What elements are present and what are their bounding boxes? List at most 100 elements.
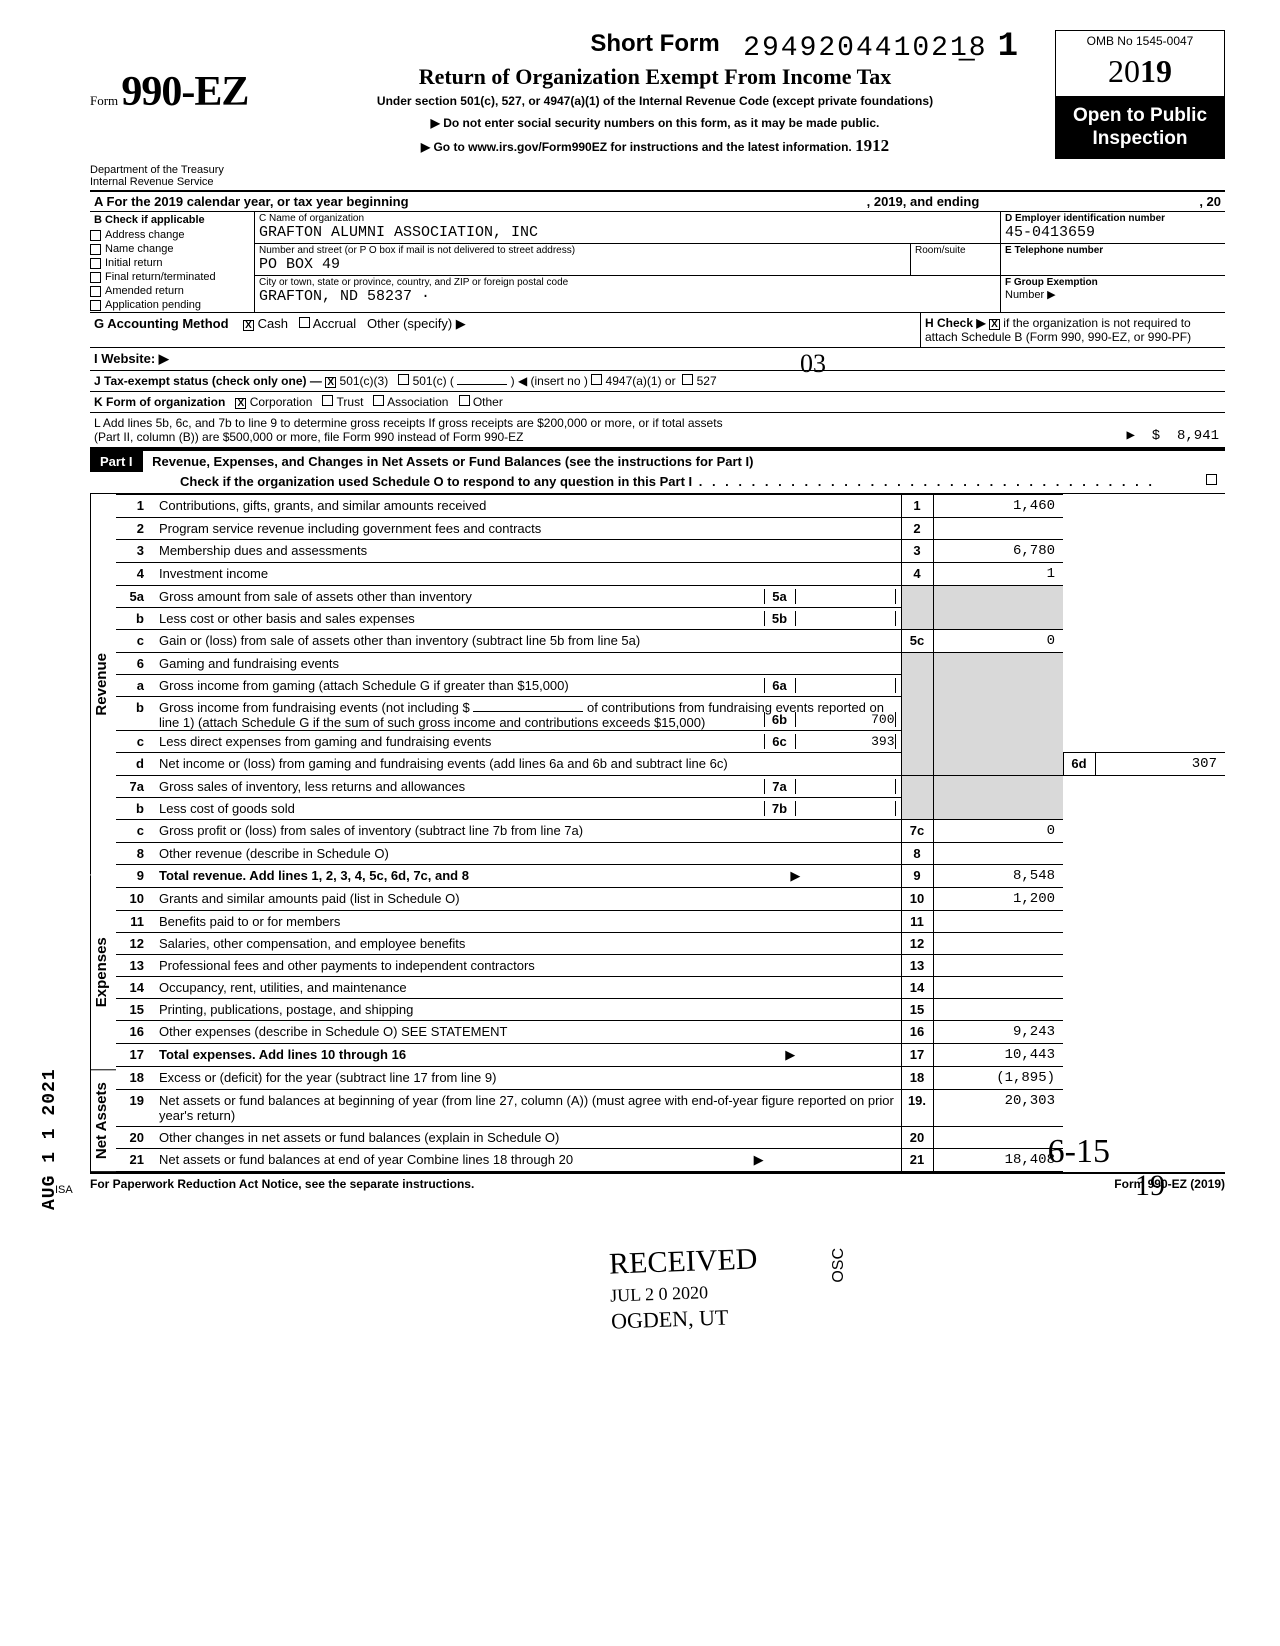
line-5a-desc: Gross amount from sale of assets other t… — [159, 589, 764, 604]
line-18-desc: Excess or (deficit) for the year (subtra… — [154, 1067, 901, 1090]
line-6c-amt: 393 — [796, 734, 896, 749]
line-10-desc: Grants and similar amounts paid (list in… — [154, 888, 901, 911]
date-stamp-rotated: AUG 1 1 2021 — [40, 1068, 60, 1210]
line-21-amt: 18,408 — [933, 1149, 1063, 1172]
line-5c-amt: 0 — [933, 630, 1063, 653]
line-19-desc: Net assets or fund balances at beginning… — [154, 1090, 901, 1127]
handwritten-615: 6-15 — [1048, 1133, 1110, 1171]
ssn-warning: ▶ Do not enter social security numbers o… — [255, 116, 1055, 130]
check-schedule-o-part1[interactable] — [1206, 474, 1217, 485]
line-16-desc: Other expenses (describe in Schedule O) … — [154, 1021, 901, 1044]
dln-stamp: 294920441021̲81 — [743, 28, 1020, 66]
check-cash[interactable] — [243, 320, 254, 331]
section-b-label: B Check if applicable — [90, 212, 254, 228]
handwritten-19: 19 — [1135, 1169, 1165, 1203]
line-9-amt: 8,548 — [933, 865, 1063, 888]
line-3-desc: Membership dues and assessments — [154, 540, 901, 563]
form-number: Form 990-EZ — [90, 68, 255, 116]
check-schedule-b[interactable] — [989, 319, 1000, 330]
check-final-return[interactable] — [90, 272, 101, 283]
line-6a-desc: Gross income from gaming (attach Schedul… — [159, 678, 764, 693]
line-10-amt: 1,200 — [933, 888, 1063, 911]
line-7b-desc: Less cost of goods sold — [159, 801, 764, 816]
section-f-number: Number ▶ — [1001, 288, 1225, 303]
room-suite-label: Room/suite — [911, 244, 1000, 256]
check-address-change[interactable] — [90, 230, 101, 241]
goto-link: ▶ Go to www.irs.gov/Form990EZ for instru… — [255, 136, 1055, 156]
revenue-label: Revenue — [90, 494, 116, 875]
line-9-desc: Total revenue. Add lines 1, 2, 3, 4, 5c,… — [159, 868, 469, 883]
part-1-title: Revenue, Expenses, and Changes in Net As… — [146, 451, 759, 472]
check-501c[interactable] — [398, 374, 409, 385]
line-a-label: A For the 2019 calendar year, or tax yea… — [94, 194, 409, 209]
section-g-label: G Accounting Method — [94, 316, 229, 331]
section-f-label: F Group Exemption — [1001, 276, 1225, 288]
check-accrual[interactable] — [299, 317, 310, 328]
check-name-change[interactable] — [90, 244, 101, 255]
under-section-text: Under section 501(c), 527, or 4947(a)(1)… — [255, 94, 1055, 108]
open-to-public: Open to PublicInspection — [1055, 97, 1225, 159]
line-4-desc: Investment income — [154, 563, 901, 586]
form-footer: Form 990-EZ (2019) — [1114, 1177, 1225, 1191]
line-l-text2: (Part II, column (B)) are $500,000 or mo… — [94, 430, 1041, 444]
city-label: City or town, state or province, country… — [255, 276, 1000, 288]
dept-irs: Internal Revenue Service — [90, 176, 255, 188]
section-i-label: I Website: ▶ — [94, 351, 169, 367]
check-corporation[interactable] — [235, 398, 246, 409]
check-501c3[interactable] — [325, 377, 336, 388]
line-4-amt: 1 — [933, 563, 1063, 586]
received-stamp: RECEIVED JUL 2 0 2020 OGDEN, UT — [609, 1242, 760, 1334]
line-6-desc: Gaming and fundraising events — [154, 653, 901, 675]
expenses-label: Expenses — [90, 875, 116, 1070]
check-trust[interactable] — [322, 395, 333, 406]
line-6c-desc: Less direct expenses from gaming and fun… — [159, 734, 764, 749]
section-c-label: C Name of organization — [255, 212, 1000, 224]
line-7c-amt: 0 — [933, 820, 1063, 843]
check-527[interactable] — [682, 374, 693, 385]
line-5c-desc: Gain or (loss) from sale of assets other… — [154, 630, 901, 653]
line-3-amt: 6,780 — [933, 540, 1063, 563]
line-17-desc: Total expenses. Add lines 10 through 16 — [159, 1047, 406, 1062]
street-value: PO BOX 49 — [255, 256, 910, 276]
line-6d-amt: 307 — [1095, 753, 1225, 776]
line-18-amt: (1,895) — [933, 1067, 1063, 1090]
ein-value: 45-0413659 — [1001, 224, 1225, 243]
line-6d-desc: Net income or (loss) from gaming and fun… — [154, 753, 901, 776]
line-13-desc: Professional fees and other payments to … — [154, 955, 901, 977]
line-16-amt: 9,243 — [933, 1021, 1063, 1044]
section-e-label: E Telephone number — [1001, 244, 1225, 256]
line-20-desc: Other changes in net assets or fund bala… — [154, 1127, 901, 1149]
part-1-check-text: Check if the organization used Schedule … — [180, 474, 692, 489]
line-5b-desc: Less cost or other basis and sales expen… — [159, 611, 764, 626]
line-17-amt: 10,443 — [933, 1044, 1063, 1067]
line-1-desc: Contributions, gifts, grants, and simila… — [154, 495, 901, 518]
section-h-label: H Check ▶ — [925, 316, 986, 330]
line-1-amt: 1,460 — [933, 495, 1063, 518]
line-6b-amt: 700 — [796, 712, 896, 727]
line-a-mid: , 2019, and ending — [867, 194, 980, 209]
check-association[interactable] — [373, 395, 384, 406]
line-14-desc: Occupancy, rent, utilities, and maintena… — [154, 977, 901, 999]
line-15-desc: Printing, publications, postage, and shi… — [154, 999, 901, 1021]
check-4947[interactable] — [591, 374, 602, 385]
section-j-label: J Tax-exempt status (check only one) — — [94, 374, 322, 388]
return-title: Return of Organization Exempt From Incom… — [255, 64, 1055, 90]
city-value: GRAFTON, ND 58237 · — [255, 288, 1000, 307]
check-application-pending[interactable] — [90, 300, 101, 311]
check-other-org[interactable] — [459, 395, 470, 406]
paperwork-notice: For Paperwork Reduction Act Notice, see … — [90, 1177, 474, 1191]
org-name: GRAFTON ALUMNI ASSOCIATION, INC — [255, 224, 1000, 244]
check-initial-return[interactable] — [90, 258, 101, 269]
line-a-end: , 20 — [1199, 194, 1221, 209]
line-8-desc: Other revenue (describe in Schedule O) — [154, 843, 901, 865]
check-amended[interactable] — [90, 286, 101, 297]
omb-number: OMB No 1545-0047 — [1055, 30, 1225, 51]
section-k-label: K Form of organization — [94, 395, 225, 409]
line-2-desc: Program service revenue including govern… — [154, 518, 901, 540]
line-11-desc: Benefits paid to or for members — [154, 911, 901, 933]
line-7c-desc: Gross profit or (loss) from sales of inv… — [154, 820, 901, 843]
street-label: Number and street (or P O box if mail is… — [255, 244, 910, 256]
line-l-text1: L Add lines 5b, 6c, and 7b to line 9 to … — [94, 416, 1041, 430]
line-21-desc: Net assets or fund balances at end of ye… — [159, 1152, 573, 1167]
part-1-header: Part I — [90, 451, 143, 472]
